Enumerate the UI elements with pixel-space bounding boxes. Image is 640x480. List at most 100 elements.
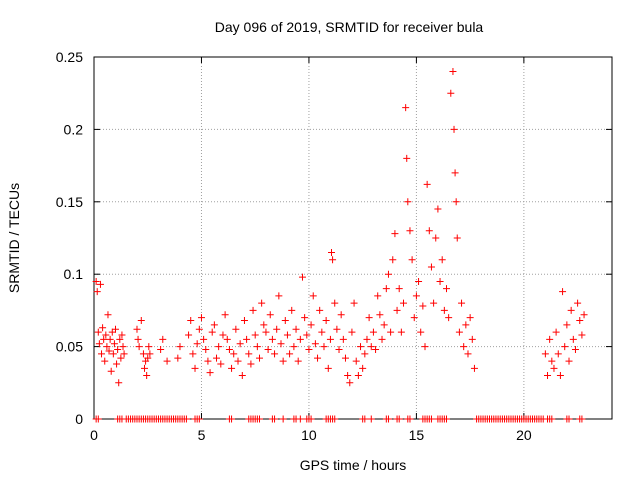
data-point <box>247 360 255 368</box>
data-point <box>354 372 362 380</box>
data-point <box>292 325 300 333</box>
data-point <box>326 335 334 343</box>
data-point <box>281 317 289 325</box>
data-point <box>230 350 238 358</box>
data-point <box>275 292 283 300</box>
data-point <box>372 345 380 353</box>
data-point <box>464 350 472 358</box>
data-point <box>462 321 470 329</box>
data-point <box>569 335 577 343</box>
data-point <box>185 331 193 339</box>
data-point <box>256 354 264 362</box>
data-point <box>108 328 116 336</box>
data-point <box>236 340 244 348</box>
data-point <box>419 302 427 310</box>
data-point <box>453 234 461 242</box>
data-point <box>93 288 101 296</box>
data-point <box>159 335 167 343</box>
data-point <box>113 360 121 368</box>
data-point <box>576 317 584 325</box>
data-point <box>361 415 369 423</box>
x-tick-label: 5 <box>198 427 206 443</box>
data-point <box>458 299 466 307</box>
data-point <box>438 256 446 264</box>
data-point <box>279 357 287 365</box>
data-point <box>258 299 266 307</box>
data-point <box>442 285 450 293</box>
data-point <box>144 354 152 362</box>
data-point <box>294 357 302 365</box>
data-point <box>202 345 210 353</box>
data-point <box>427 415 435 423</box>
data-point <box>174 354 182 362</box>
data-point <box>146 350 154 358</box>
y-axis-tick-labels: 0 0.05 0.1 0.15 0.2 0.25 <box>56 49 83 427</box>
data-point <box>410 314 418 322</box>
data-point <box>98 350 106 358</box>
data-point <box>350 299 358 307</box>
data-point <box>101 357 109 365</box>
data-point <box>268 335 276 343</box>
data-point <box>116 335 124 343</box>
data-point <box>541 350 549 358</box>
data-point <box>271 415 279 423</box>
data-point <box>369 328 377 336</box>
data-point <box>376 311 384 319</box>
data-point <box>455 328 463 336</box>
x-tick-label: 15 <box>409 427 425 443</box>
x-tick-label: 10 <box>301 427 317 443</box>
data-point <box>331 299 339 307</box>
data-point <box>384 270 392 278</box>
data-point <box>322 317 330 325</box>
y-tick-label: 0.2 <box>64 121 84 137</box>
data-point <box>561 343 569 351</box>
data-point <box>145 343 153 351</box>
data-point <box>333 325 341 333</box>
data-point <box>382 285 390 293</box>
data-point <box>139 350 147 358</box>
data-point <box>187 317 195 325</box>
data-point <box>96 280 104 288</box>
data-point <box>400 299 408 307</box>
y-axis-label: SRMTID / TECUs <box>6 183 22 293</box>
data-point <box>357 343 365 351</box>
data-point <box>157 345 165 353</box>
y-tick-label: 0 <box>75 411 83 427</box>
data-point <box>182 415 190 423</box>
data-point <box>367 343 375 351</box>
data-point <box>238 372 246 380</box>
data-point <box>563 321 571 329</box>
data-point <box>271 350 279 358</box>
data-point <box>556 372 564 380</box>
data-point <box>191 364 199 372</box>
y-tick-label: 0.05 <box>56 339 83 355</box>
y-tick-label: 0.25 <box>56 49 83 65</box>
data-point <box>219 331 227 339</box>
data-point <box>451 169 459 177</box>
x-axis-label: GPS time / hours <box>300 457 407 473</box>
data-point <box>395 285 403 293</box>
data-point <box>256 415 264 423</box>
data-point <box>367 415 375 423</box>
data-point <box>548 415 556 423</box>
data-point <box>408 256 416 264</box>
data-point <box>559 288 567 296</box>
data-point <box>210 321 218 329</box>
data-point <box>243 335 251 343</box>
data-point <box>384 415 392 423</box>
data-point <box>102 331 110 339</box>
data-point <box>393 306 401 314</box>
data-point <box>406 415 414 423</box>
data-point <box>432 234 440 242</box>
data-point <box>111 325 119 333</box>
data-point <box>430 299 438 307</box>
data-point <box>92 277 100 285</box>
data-point <box>286 350 294 358</box>
data-point <box>352 357 360 365</box>
data-point <box>95 340 103 348</box>
data-point <box>305 345 313 353</box>
data-points <box>92 67 588 423</box>
data-point <box>249 306 257 314</box>
data-point <box>135 343 143 351</box>
data-point <box>240 317 248 325</box>
